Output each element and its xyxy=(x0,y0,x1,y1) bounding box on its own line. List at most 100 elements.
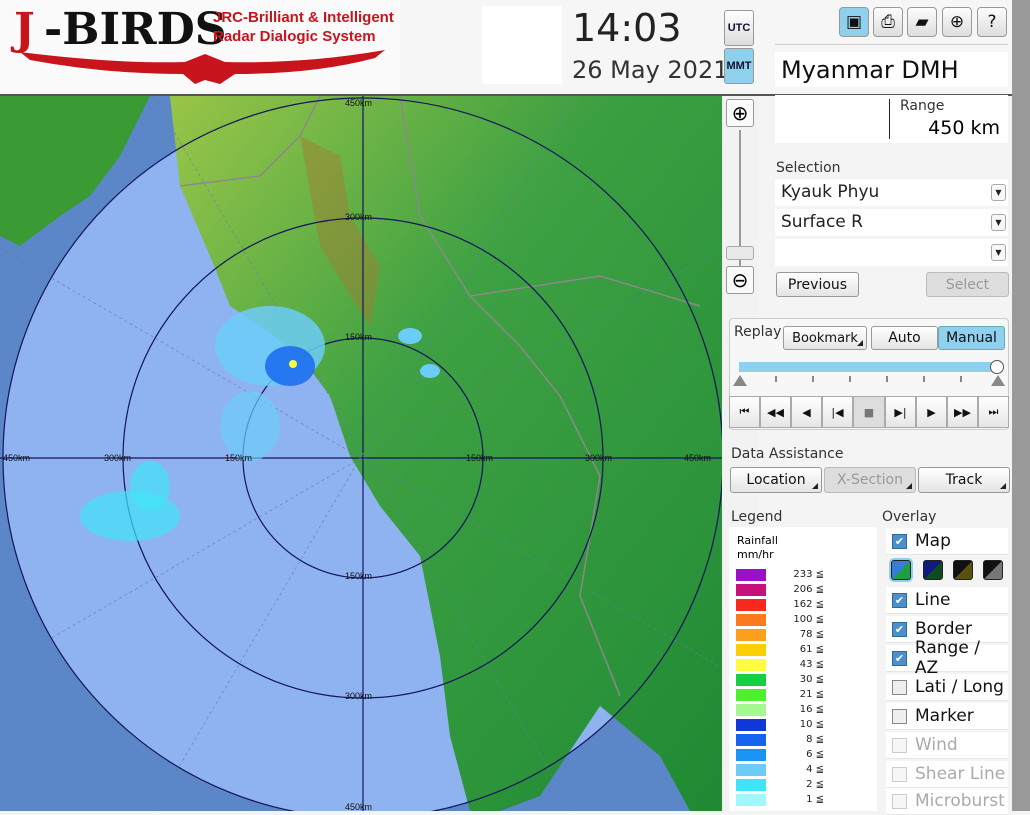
land-mass xyxy=(170,96,722,811)
overlay-label: Marker xyxy=(915,706,974,726)
legend-label: Legend xyxy=(731,509,783,525)
replay-fast-forward-button[interactable]: ▶▶ xyxy=(947,396,978,428)
zoom-out-icon: ⊖ xyxy=(731,268,749,292)
logo-subtitle-2: Radar Dialogic System xyxy=(213,28,376,45)
legend-swatch xyxy=(736,719,766,731)
legend-value: 10 ≦ xyxy=(799,719,824,730)
step-forward-icon: ▶| xyxy=(894,405,907,419)
x-section-button[interactable]: X-Section xyxy=(824,467,916,493)
range-label-150-n: 150km xyxy=(345,332,372,342)
legend-item: 162 ≦ xyxy=(736,599,846,612)
site-value: Kyauk Phyu xyxy=(781,182,880,202)
map-theme-black-gray[interactable] xyxy=(983,560,1003,580)
overlay-border-checkbox[interactable]: ✔ Border xyxy=(886,616,1008,643)
open-button[interactable]: ▰ xyxy=(907,7,937,37)
print-button[interactable]: ⎙ xyxy=(873,7,903,37)
clock-date: 26 May 2021 xyxy=(572,56,729,84)
overlay-map-checkbox[interactable]: ✔ Map xyxy=(886,528,1008,555)
radar-map[interactable]: 450km 300km 150km 150km 300km 450km 450k… xyxy=(0,96,722,811)
replay-label: Replay xyxy=(734,324,782,340)
legend-title: Rainfall xyxy=(737,534,778,547)
legend-value: 21 ≦ xyxy=(799,689,824,700)
range-label-300-s: 300km xyxy=(345,691,372,701)
scrollbar[interactable] xyxy=(1012,0,1030,811)
replay-stop-button[interactable]: ■ xyxy=(853,396,885,428)
replay-fast-back-button[interactable]: ◀◀ xyxy=(760,396,791,428)
select-button[interactable]: Select xyxy=(926,272,1009,297)
replay-step-forward-button[interactable]: ▶| xyxy=(885,396,916,428)
timeline-ticks xyxy=(775,376,777,382)
legend-value: 6 ≦ xyxy=(806,749,824,760)
replay-step-back-button[interactable]: |◀ xyxy=(822,396,853,428)
azimuth-lines xyxy=(0,96,722,811)
checkbox-icon xyxy=(892,679,907,695)
save-button[interactable]: ▣ xyxy=(839,7,869,37)
range-label-450-e: 450km xyxy=(684,453,711,463)
replay-timeline[interactable] xyxy=(739,362,999,372)
legend-swatch xyxy=(736,644,766,656)
overlay-shear-line-checkbox[interactable]: Shear Line xyxy=(886,761,1008,788)
previous-button[interactable]: Previous xyxy=(776,272,859,297)
checkbox-icon: ✔ xyxy=(892,650,907,666)
legend-swatch xyxy=(736,629,766,641)
map-theme-black-olive[interactable] xyxy=(953,560,973,580)
manual-button[interactable]: Manual xyxy=(938,326,1005,350)
range-label-450-w: 450km xyxy=(3,453,30,463)
product-value: Surface R xyxy=(781,212,863,232)
utc-button[interactable]: UTC xyxy=(724,10,754,46)
replay-first-button[interactable]: ⏮ xyxy=(729,396,760,428)
zoom-in-icon: ⊕ xyxy=(731,101,749,125)
map-theme-blue-green[interactable] xyxy=(891,560,911,580)
overlay-label: Microburst xyxy=(915,791,1005,811)
zoom-in-button[interactable]: ⊕ xyxy=(726,99,754,127)
overlay-label: Overlay xyxy=(882,509,937,525)
zoom-slider-track[interactable] xyxy=(739,130,741,266)
help-button[interactable]: ? xyxy=(977,7,1007,37)
overlay-line-checkbox[interactable]: ✔ Line xyxy=(886,587,1008,614)
legend-item: 8 ≦ xyxy=(736,734,846,747)
sub-product-select[interactable]: ▼ xyxy=(775,239,1008,266)
logo-text: -BIRDS xyxy=(44,4,227,55)
overlay-marker-checkbox[interactable]: Marker xyxy=(886,703,1008,730)
overlay-range-az-checkbox[interactable]: ✔ Range / AZ xyxy=(886,638,1008,678)
zoom-out-button[interactable]: ⊖ xyxy=(726,266,754,294)
auto-button[interactable]: Auto xyxy=(871,326,938,350)
save-icon: ▣ xyxy=(845,12,863,32)
replay-last-button[interactable]: ⏭ xyxy=(978,396,1009,428)
map-theme-navy-green[interactable] xyxy=(923,560,943,580)
legend-value: 61 ≦ xyxy=(799,644,824,655)
legend-swatch xyxy=(736,599,766,611)
location-button[interactable]: Location xyxy=(730,467,822,493)
replay-timeline-handle[interactable] xyxy=(990,360,1004,374)
jbirds-logo: J -BIRDS JRC-Brilliant & Intelligent Rad… xyxy=(0,0,400,92)
replay-back-button[interactable]: ◀ xyxy=(791,396,822,428)
overlay-lati-long-checkbox[interactable]: Lati / Long xyxy=(886,674,1008,701)
info-box xyxy=(482,6,562,84)
add-window-button[interactable]: ⊕ xyxy=(942,7,972,37)
site-select[interactable]: Kyauk Phyu ▼ xyxy=(775,179,1008,206)
bookmark-button[interactable]: Bookmark xyxy=(783,326,867,350)
legend-item: 206 ≦ xyxy=(736,584,846,597)
end-marker-icon[interactable] xyxy=(991,375,1005,386)
dropdown-arrow-icon: ▼ xyxy=(991,184,1006,201)
overlay-label: Shear Line xyxy=(915,764,1006,784)
legend-value: 206 ≦ xyxy=(793,584,824,595)
clock-time: 14:03 xyxy=(572,6,682,50)
logo-letter-j: J xyxy=(14,4,35,55)
mmt-button[interactable]: MMT xyxy=(724,48,754,84)
replay-play-button[interactable]: ▶ xyxy=(916,396,947,428)
start-marker-icon[interactable] xyxy=(733,375,747,386)
skip-first-icon: ⏮ xyxy=(739,405,750,418)
radar-map-canvas: 450km 300km 150km 150km 300km 450km 450k… xyxy=(0,96,722,811)
legend-swatch xyxy=(736,704,766,716)
overlay-label: Wind xyxy=(915,735,958,755)
legend-value: 233 ≦ xyxy=(793,569,824,580)
logo-subtitle-1: JRC-Brilliant & Intelligent xyxy=(213,9,394,26)
divider xyxy=(775,44,1008,45)
overlay-wind-checkbox[interactable]: Wind xyxy=(886,732,1008,759)
zoom-slider-handle[interactable] xyxy=(726,246,754,260)
product-select[interactable]: Surface R ▼ xyxy=(775,209,1008,236)
track-button[interactable]: Track xyxy=(918,467,1010,493)
legend-unit: mm/hr xyxy=(737,548,774,561)
overlay-label: Border xyxy=(915,619,972,639)
